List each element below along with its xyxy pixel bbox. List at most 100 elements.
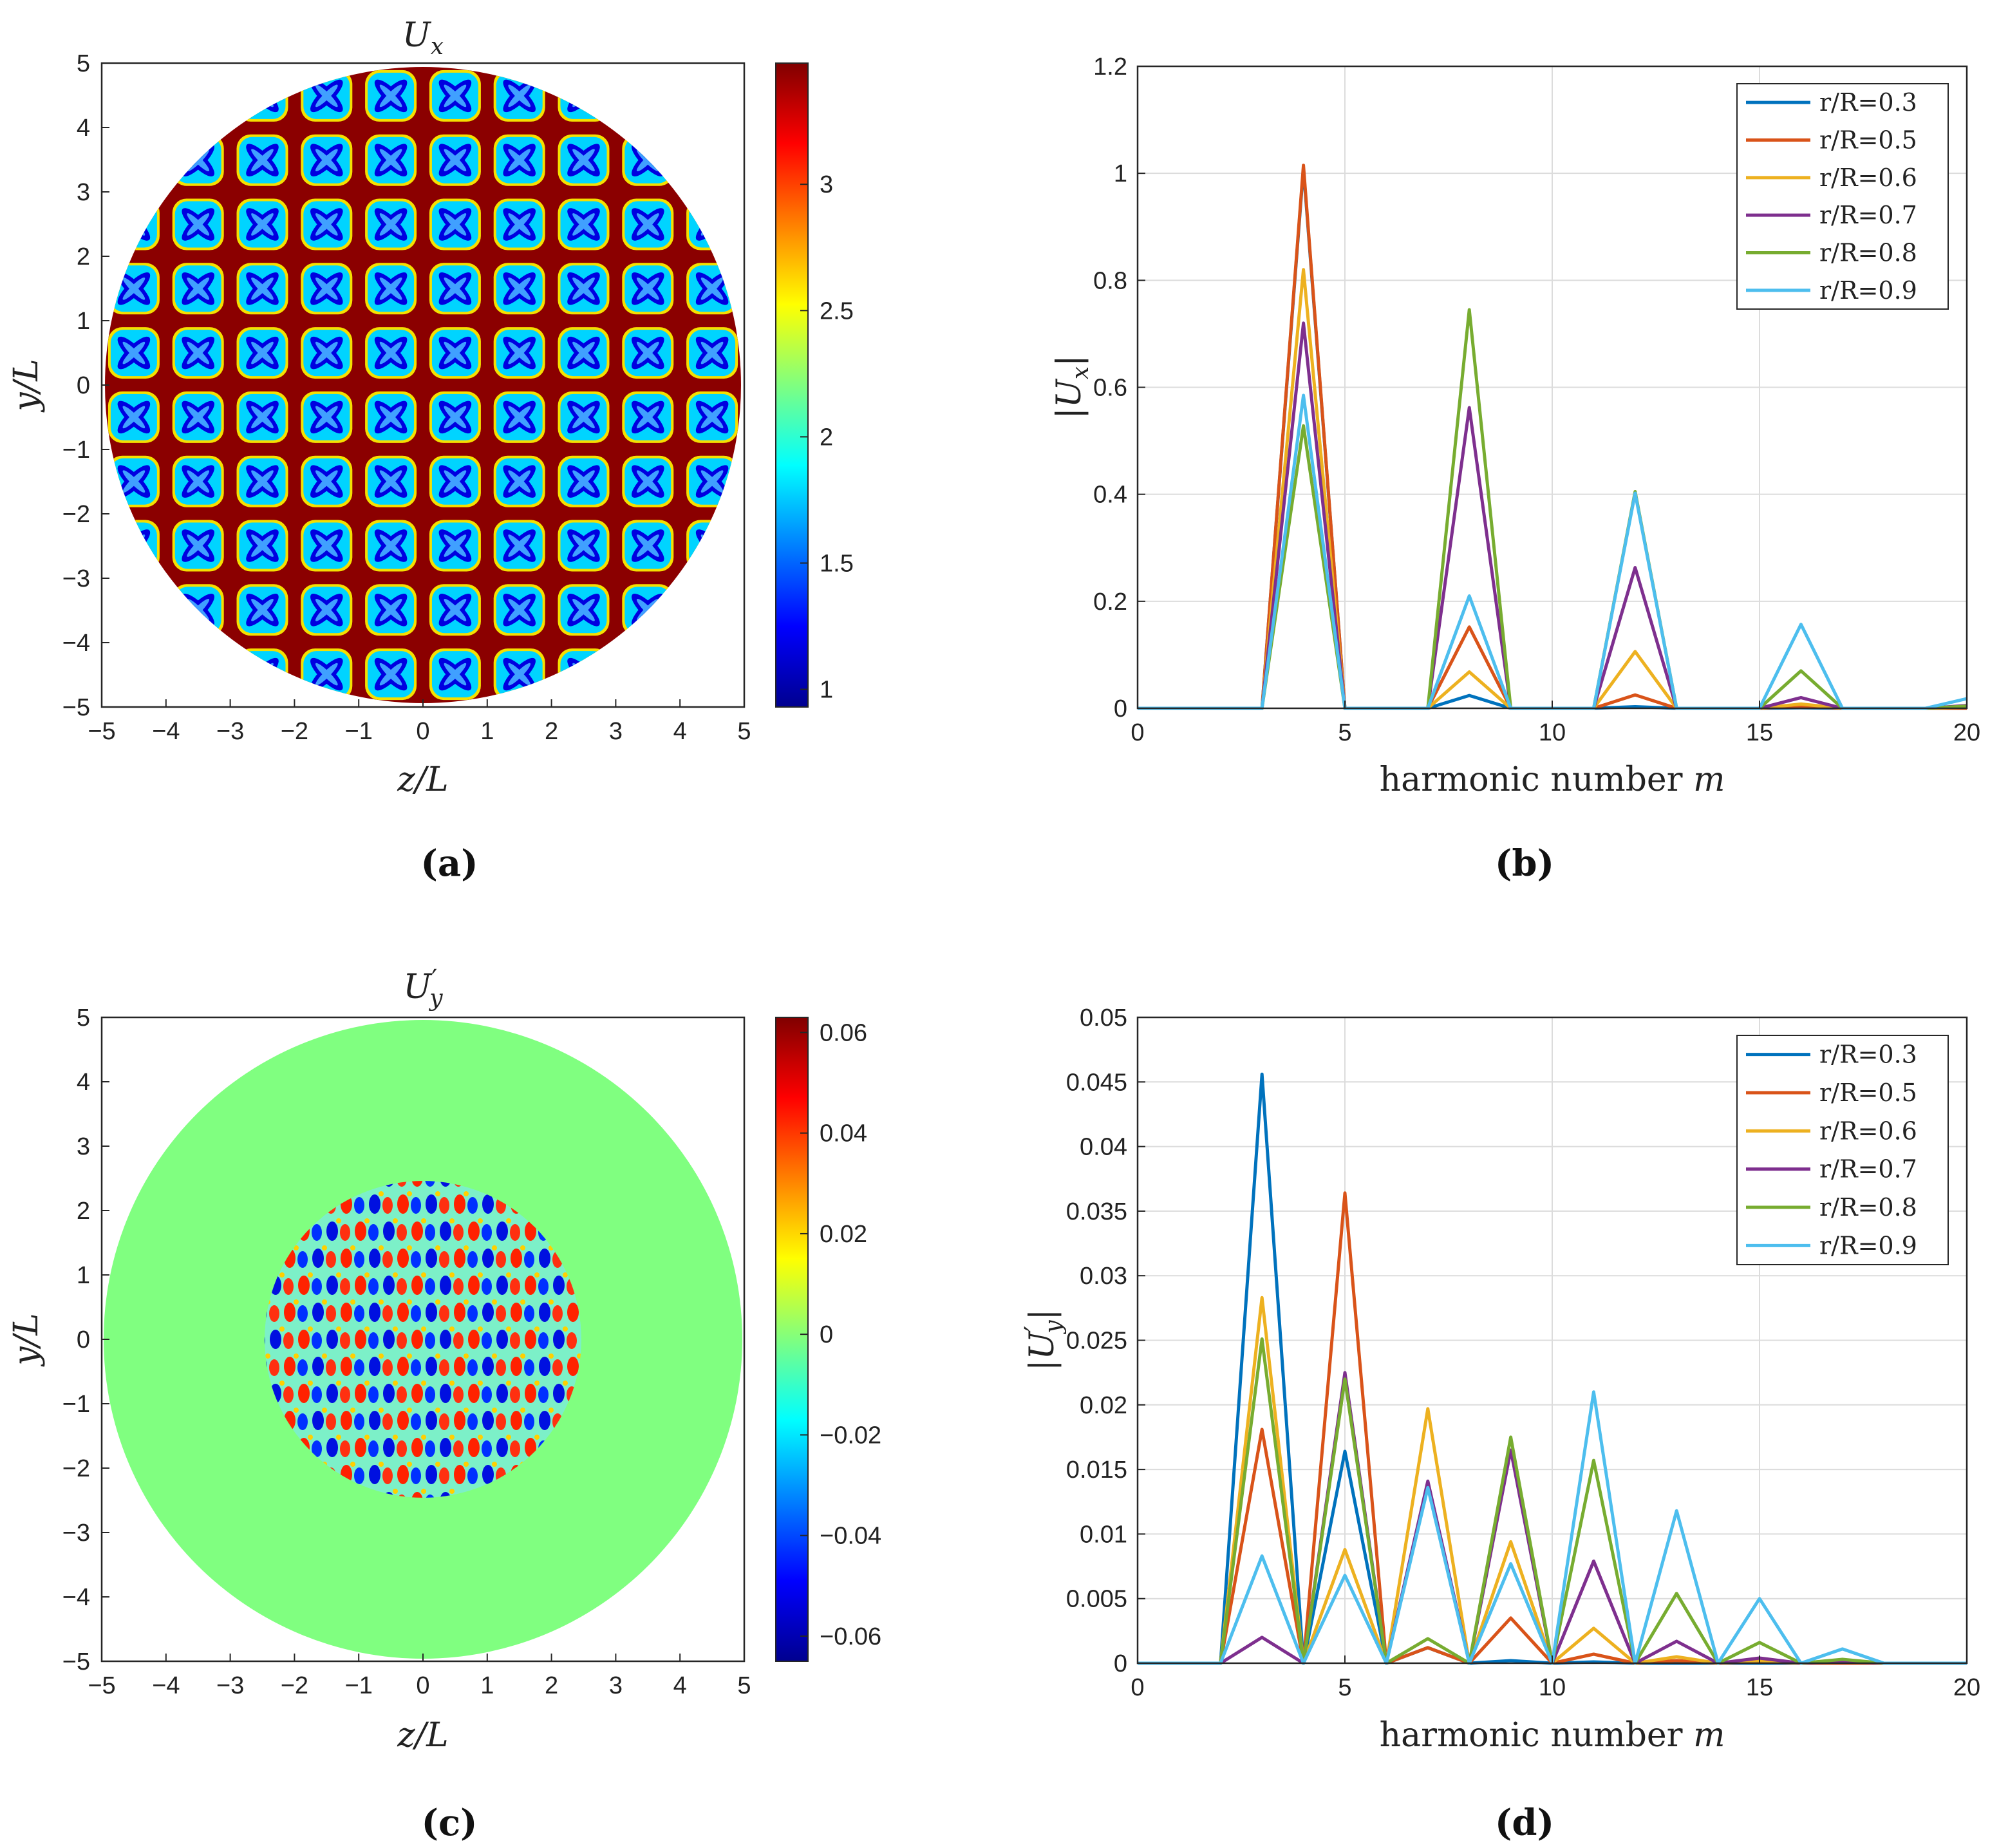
lobe (511, 1357, 522, 1376)
cell-arm-core (508, 213, 531, 236)
cell-cyan (46, 523, 93, 569)
panel-b-xtick-label: 5 (1338, 719, 1351, 746)
cell-arm-core (251, 149, 274, 172)
lobe-edge (322, 1353, 327, 1359)
x-shaped-cell (365, 584, 417, 636)
x-shaped-cell (686, 6, 738, 57)
cell-arm-core (508, 406, 531, 429)
panel-a-xtick-label: −2 (281, 718, 308, 745)
x-shaped-cell (494, 6, 545, 57)
cell-arm (49, 718, 90, 759)
cell-arm (563, 718, 605, 759)
lobe-edge (294, 1408, 299, 1413)
cell-cyan (46, 8, 93, 55)
cell-arm-core (185, 725, 211, 751)
panel-a-xtick-label: 5 (737, 718, 751, 745)
cell-arm-core (508, 663, 531, 686)
x-shaped-cell (108, 6, 160, 57)
lobe-edge (520, 1245, 525, 1250)
lobe (425, 1278, 435, 1295)
cell-cyan (753, 715, 800, 762)
x-shaped-cell (301, 584, 353, 636)
cell-arm (49, 268, 90, 309)
lobe-edge (336, 1272, 341, 1278)
lobe (369, 1465, 380, 1484)
lobe (355, 1384, 366, 1403)
panel-a-xtick-label: 0 (416, 718, 429, 745)
lobe (411, 1384, 423, 1403)
cell-arm-core (570, 19, 597, 45)
x-shaped-cell (236, 327, 288, 379)
lobe (525, 1438, 536, 1457)
panel-c-ytick-label: −1 (62, 1391, 90, 1418)
cell-arm-core (572, 598, 595, 621)
x-shaped-cell (622, 713, 673, 764)
cell-arm-core (57, 147, 83, 173)
lobe (368, 1386, 379, 1403)
lobe-edge (563, 1381, 568, 1386)
panel-c-ylabel: y/L (7, 1313, 46, 1366)
x-shaped-cell (622, 520, 674, 572)
lobe (355, 1330, 366, 1349)
cell-arm-core (636, 341, 659, 364)
panel-b-ytick-label: 1 (1114, 160, 1127, 187)
panel-d-legend-box (1736, 1035, 1949, 1265)
lobe (354, 1413, 364, 1430)
cell-arm-core (57, 19, 83, 45)
cell-arm-core (442, 725, 468, 751)
lobe (482, 1224, 492, 1241)
x-shaped-cell (558, 327, 610, 379)
cell-arm (49, 654, 90, 695)
lobe-edge (563, 1326, 568, 1332)
panel-a-ytick-label: 4 (77, 115, 90, 142)
cell-arm-core (120, 19, 147, 45)
cell-arm-core (315, 534, 338, 557)
panel-a-colorbar (775, 62, 809, 708)
panel-a-xtick-label: 3 (609, 718, 623, 745)
lobe-edge (308, 1435, 313, 1440)
panel-b-legend-entry: r/R=0.8 (1819, 239, 1917, 267)
cell-arm-core (570, 725, 597, 751)
panel-b-ticks: 0 5 10 15 20 0 0.2 0.4 0.6 0.8 1 1.2 (1093, 53, 1980, 746)
cell-arm-core (57, 82, 83, 109)
panel-d-ytick-label: 0.01 (1080, 1521, 1127, 1548)
panel-b-ytick-label: 0 (1114, 695, 1127, 722)
cell-arm (49, 11, 90, 52)
cell-arm (691, 718, 733, 759)
panel-c-xtick-label: −3 (216, 1672, 244, 1699)
cell-rim (686, 713, 738, 764)
x-shaped-cell (301, 6, 352, 57)
lobe (553, 1384, 565, 1403)
x-shaped-cell (237, 6, 288, 57)
cell-arm-core (315, 341, 338, 364)
lobe (453, 1440, 464, 1457)
x-shaped-cell (365, 391, 417, 443)
cell-arm (49, 332, 90, 373)
lobe (439, 1359, 449, 1376)
x-shaped-cell (301, 327, 353, 379)
cell-arm-core (636, 277, 659, 300)
lobe (496, 1305, 506, 1322)
cell-arm (49, 204, 90, 245)
lobe-edge (506, 1381, 511, 1386)
panel-a-ytick-label: −1 (62, 437, 90, 464)
x-shaped-cell (429, 648, 481, 701)
cell-rim (44, 70, 95, 122)
lobe (411, 1305, 421, 1322)
cell-arm-core (315, 470, 338, 493)
lobe (511, 1249, 522, 1268)
cell-arm-core (636, 534, 659, 557)
x-shaped-cell (622, 6, 673, 57)
lobe-edge (449, 1218, 455, 1223)
lobe (369, 1249, 380, 1268)
lobe (312, 1440, 322, 1457)
lobe (411, 1438, 423, 1457)
lobe (411, 1492, 423, 1498)
panel-c-xtick-label: 5 (737, 1672, 751, 1699)
lobe (538, 1332, 549, 1349)
lobe (538, 1386, 549, 1403)
x-shaped-cell (558, 263, 610, 315)
lobe (340, 1332, 350, 1349)
lobe-edge (336, 1326, 341, 1332)
